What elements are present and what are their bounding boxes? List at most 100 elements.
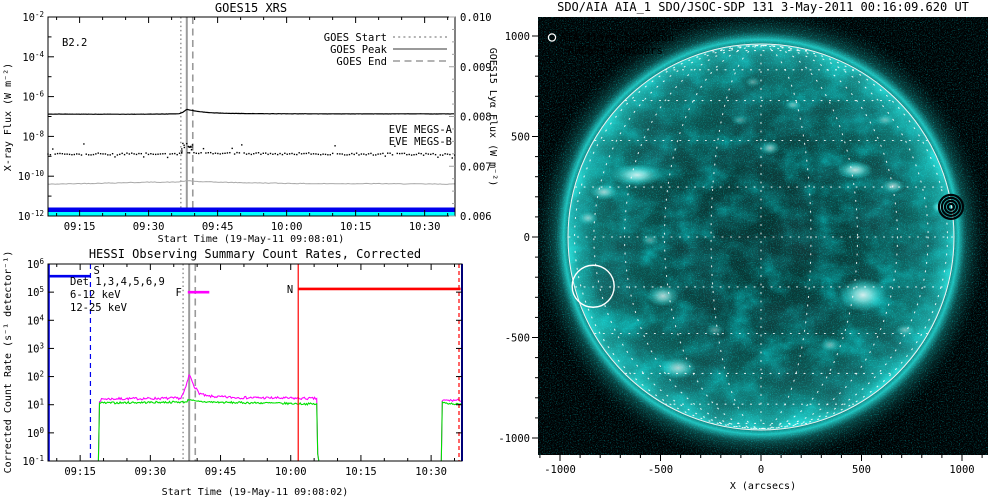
grid-longitude-line: [663, 44, 859, 430]
goes-short-channel-dot: [133, 153, 135, 155]
goes-short-channel-dot: [131, 152, 133, 154]
legend-label-eve-megs-b: EVE MEGS-B: [389, 136, 452, 148]
grid-longitude-line: [593, 44, 929, 430]
legend-label-goes-start: GOES Start: [324, 32, 387, 44]
goes-short-channel-dot: [104, 153, 107, 155]
y-axis-right-tick-label: 0.009: [460, 62, 492, 74]
goes-short-channel-dot: [245, 153, 248, 155]
goes-short-channel-dot: [324, 153, 327, 156]
goes-short-channel-dot: [78, 153, 80, 155]
goes-short-channel-dot: [384, 155, 387, 157]
goes-short-channel-dot: [308, 152, 310, 154]
goes-short-channel-dot: [126, 152, 128, 154]
goes-short-channel-dot: [260, 153, 262, 156]
goes-short-channel-dot: [150, 152, 152, 155]
goes-short-channel-dot: [188, 146, 190, 148]
sun-x-tick-label: -500: [648, 464, 673, 476]
goes-short-channel-dot: [391, 154, 394, 156]
goes-short-channel-dot: [71, 154, 73, 156]
goes-short-channel-dot: [305, 152, 308, 155]
goes-short-channel-dot: [119, 153, 121, 156]
goes-short-channel-dot: [300, 153, 303, 155]
sun-x-tick-label: 500: [852, 464, 871, 476]
sdo-aia-solar-image-panel: SDO/AIA AIA_1 SDO/JSOC-SDP 131 3-May-201…: [500, 0, 988, 492]
aia-flare-location-circle: [571, 264, 615, 308]
goes-short-channel-dot: [219, 153, 221, 155]
goes-short-channel-dot: [432, 152, 434, 155]
y-axis-right-tick-label: 0.010: [460, 12, 492, 24]
goes-short-channel-dot: [250, 153, 253, 156]
heliographic-grid: [568, 44, 954, 430]
goes-short-channel-dot: [241, 144, 243, 146]
legend-label-aia-flare-location: AIA flare location: [560, 32, 674, 44]
goes-short-channel-dot: [97, 152, 99, 154]
goes-short-channel-dot: [238, 152, 241, 154]
goes-short-channel-dot: [212, 153, 214, 155]
goes-short-channel-dot: [449, 153, 451, 156]
goes-short-channel-dot: [315, 153, 317, 155]
goes-short-channel-dot: [54, 153, 56, 155]
goes-short-channel-dot: [291, 152, 293, 155]
x-axis-tick-label: 09:30: [133, 221, 165, 233]
goes-short-channel-dot: [205, 152, 207, 154]
goes-short-channel-dot: [224, 152, 226, 155]
goes-short-channel-dot: [52, 148, 54, 150]
goes-short-channel-dot: [401, 152, 403, 155]
legend-label-goes-end: GOES End: [336, 56, 387, 68]
goes-short-channel-dot: [123, 153, 126, 156]
hessi-series-6-12-kev: [48, 374, 463, 462]
goes-short-channel-dot: [80, 154, 83, 156]
goes-short-channel-dot: [183, 146, 186, 149]
goes-short-channel-dot: [367, 153, 370, 155]
goes-short-channel-dot: [116, 154, 119, 156]
goes-short-channel-dot: [286, 153, 288, 155]
hessi-series-12-25-kev: [48, 398, 463, 462]
goes-short-channel-dot: [202, 147, 205, 150]
timeseries-column: 09:15 09:30 09:45 10:00 10:15 10:30 10-2 10-4 10…: [3, 1, 498, 498]
goes-short-channel-dot: [248, 152, 250, 155]
goes-x-axis-label: Start Time (19-May-11 09:08:01): [158, 234, 345, 245]
goes-short-channel-dot: [351, 152, 353, 155]
goes-short-channel-dot: [154, 153, 157, 156]
goes-short-channel-dot: [334, 145, 336, 147]
goes-short-channel-dot: [398, 152, 401, 155]
goes-short-channel-dot: [343, 154, 346, 156]
goes-short-channel-dot: [253, 153, 255, 155]
goes-short-channel-dot: [171, 153, 174, 155]
goes-short-channel-dot: [446, 153, 449, 155]
goes-short-channel-dot: [382, 152, 384, 155]
goes-short-channel-dot: [188, 152, 191, 154]
goes-short-channel-dot: [355, 152, 358, 154]
goes-short-channel-dot: [365, 154, 367, 156]
goes-short-channel-dot: [189, 145, 192, 148]
goes-short-channel-dot: [186, 142, 188, 145]
rhessi-contours-marker: [937, 193, 965, 220]
goes-short-channel-dot: [189, 146, 191, 148]
flare-location-legend-icon: [547, 33, 557, 42]
goes-short-channel-dot: [233, 153, 236, 155]
goes-short-channel-dot: [109, 154, 111, 156]
hessi-band-label-12-25kev: 12-25 keV: [70, 302, 128, 314]
goes-short-channel-dot: [444, 153, 446, 155]
legend-label-eve-megs-a: EVE MEGS-A: [389, 124, 453, 136]
goes-short-channel-dot: [279, 152, 281, 155]
aia-image-canvas: [538, 17, 988, 455]
goes-short-channel-dot: [152, 153, 154, 155]
goes-short-channel-dot: [420, 152, 422, 155]
goes-short-channel-dot: [331, 152, 334, 155]
goes-short-channel-dot: [346, 154, 348, 156]
goes-short-channel-dot: [83, 143, 85, 145]
goes-short-channel-dot: [298, 152, 300, 154]
goes-short-channel-dot: [191, 146, 193, 148]
x-axis-tick-label: 09:15: [64, 466, 96, 478]
goes-short-channel-dot: [135, 153, 138, 156]
goes-short-channel-dot: [370, 152, 372, 155]
goes-short-channel-dot: [284, 152, 286, 154]
goes-short-channel-dot: [145, 152, 147, 154]
goes-short-channel-dot: [379, 153, 382, 155]
goes-short-channel-dot: [312, 153, 315, 155]
goes-short-channel-dot: [95, 153, 97, 155]
y-axis-tick-label: 10-1: [22, 454, 44, 468]
goes-plot-frame: [47, 16, 456, 217]
goes-short-channel-dot: [389, 152, 391, 154]
